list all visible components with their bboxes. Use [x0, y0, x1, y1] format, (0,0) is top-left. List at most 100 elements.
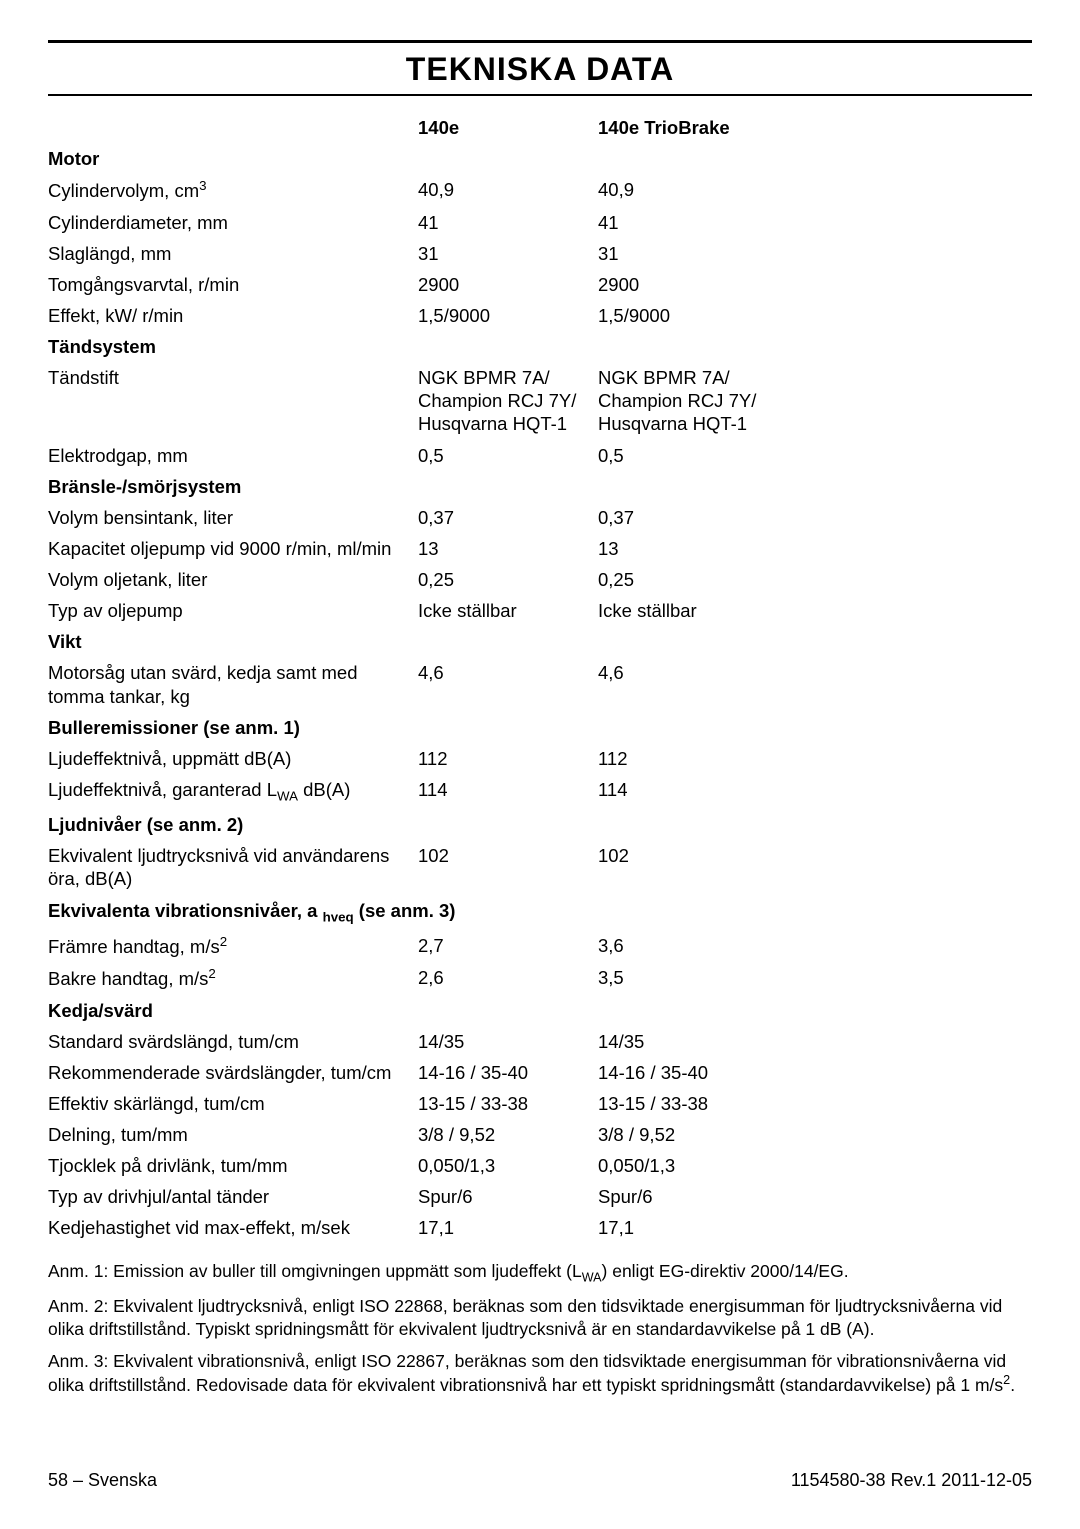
row-value-1: 114 [418, 774, 598, 809]
section-header: Vikt [48, 626, 1032, 657]
note-paragraph: Anm. 3: Ekvivalent vibrationsnivå, enlig… [48, 1350, 1032, 1397]
row-label: Volym bensintank, liter [48, 502, 418, 533]
table-row: Främre handtag, m/s22,73,6 [48, 930, 1032, 962]
row-value-1: 14/35 [418, 1026, 598, 1057]
table-row: Effektiv skärlängd, tum/cm13-15 / 33-381… [48, 1088, 1032, 1119]
row-value-2: 4,6 [598, 657, 1032, 711]
row-value-1: 2,6 [418, 962, 598, 994]
row-value-2: 112 [598, 743, 1032, 774]
row-value-1: 0,37 [418, 502, 598, 533]
table-row: Rekommenderade svärdslängder, tum/cm14-1… [48, 1057, 1032, 1088]
row-value-2: 3,5 [598, 962, 1032, 994]
row-value-2: 102 [598, 840, 1032, 894]
footer-right: 1154580-38 Rev.1 2011-12-05 [791, 1470, 1032, 1491]
table-row: Tomgångsvarvtal, r/min29002900 [48, 269, 1032, 300]
row-value-1: 112 [418, 743, 598, 774]
row-label: Rekommenderade svärdslängder, tum/cm [48, 1057, 418, 1088]
row-value-1: Icke ställbar [418, 595, 598, 626]
row-value-1: 0,5 [418, 440, 598, 471]
table-row: Volym bensintank, liter0,370,37 [48, 502, 1032, 533]
row-value-2: 0,5 [598, 440, 1032, 471]
row-value-2: NGK BPMR 7A/Champion RCJ 7Y/Husqvarna HQ… [598, 362, 1032, 439]
footer-left: 58 – Svenska [48, 1470, 157, 1491]
row-label: Volym oljetank, liter [48, 564, 418, 595]
row-value-2: 13-15 / 33-38 [598, 1088, 1032, 1119]
table-row: Ekvivalent ljudtrycksnivå vid användaren… [48, 840, 1032, 894]
row-label: Slaglängd, mm [48, 238, 418, 269]
page-footer: 58 – Svenska 1154580-38 Rev.1 2011-12-05 [48, 1470, 1032, 1491]
row-value-1: 4,6 [418, 657, 598, 711]
row-value-1: 14-16 / 35-40 [418, 1057, 598, 1088]
row-value-2: 0,37 [598, 502, 1032, 533]
col-header-1: 140e [418, 112, 598, 143]
row-value-2: 114 [598, 774, 1032, 809]
row-value-2: 13 [598, 533, 1032, 564]
row-value-2: Spur/6 [598, 1181, 1032, 1212]
table-row: Slaglängd, mm3131 [48, 238, 1032, 269]
row-value-1: 0,25 [418, 564, 598, 595]
table-row: Standard svärdslängd, tum/cm14/3514/35 [48, 1026, 1032, 1057]
row-value-2: Icke ställbar [598, 595, 1032, 626]
section-header: Bulleremissioner (se anm. 1) [48, 712, 1032, 743]
row-label: Motorsåg utan svärd, kedja samt med tomm… [48, 657, 418, 711]
table-row: Ljudeffektnivå, uppmätt dB(A)112112 [48, 743, 1032, 774]
row-value-1: 31 [418, 238, 598, 269]
row-label: Kapacitet oljepump vid 9000 r/min, ml/mi… [48, 533, 418, 564]
table-row: Cylindervolym, cm340,940,9 [48, 174, 1032, 206]
row-label: Ekvivalent ljudtrycksnivå vid användaren… [48, 840, 418, 894]
row-label: Typ av oljepump [48, 595, 418, 626]
row-value-2: 40,9 [598, 174, 1032, 206]
table-row: Kedjehastighet vid max-effekt, m/sek17,1… [48, 1212, 1032, 1243]
row-value-2: 31 [598, 238, 1032, 269]
row-value-1: 0,050/1,3 [418, 1150, 598, 1181]
row-label: Cylinderdiameter, mm [48, 207, 418, 238]
section-header: Kedja/svärd [48, 995, 1032, 1026]
row-value-1: NGK BPMR 7A/Champion RCJ 7Y/Husqvarna HQ… [418, 362, 598, 439]
row-value-1: 17,1 [418, 1212, 598, 1243]
table-row: Typ av drivhjul/antal tänderSpur/6Spur/6 [48, 1181, 1032, 1212]
section-header: Ekvivalenta vibrationsnivåer, a hveq (se… [48, 895, 1032, 930]
table-row: Typ av oljepumpIcke ställbarIcke ställba… [48, 595, 1032, 626]
page-title: TEKNISKA DATA [48, 51, 1032, 88]
row-label: Typ av drivhjul/antal tänder [48, 1181, 418, 1212]
row-value-1: 3/8 / 9,52 [418, 1119, 598, 1150]
row-label: Ljudeffektnivå, garanterad LWA dB(A) [48, 774, 418, 809]
row-value-2: 14/35 [598, 1026, 1032, 1057]
row-value-1: 2,7 [418, 930, 598, 962]
section-header: Tändsystem [48, 331, 1032, 362]
section-header: Ljudnivåer (se anm. 2) [48, 809, 1032, 840]
row-label: Cylindervolym, cm3 [48, 174, 418, 206]
row-value-2: 2900 [598, 269, 1032, 300]
table-row: TändstiftNGK BPMR 7A/Champion RCJ 7Y/Hus… [48, 362, 1032, 439]
section-header: Bränsle-/smörjsystem [48, 471, 1032, 502]
row-label: Ljudeffektnivå, uppmätt dB(A) [48, 743, 418, 774]
table-row: Kapacitet oljepump vid 9000 r/min, ml/mi… [48, 533, 1032, 564]
table-row: Delning, tum/mm3/8 / 9,523/8 / 9,52 [48, 1119, 1032, 1150]
table-row: Bakre handtag, m/s22,63,5 [48, 962, 1032, 994]
table-row: Elektrodgap, mm0,50,5 [48, 440, 1032, 471]
row-value-2: 17,1 [598, 1212, 1032, 1243]
row-label: Kedjehastighet vid max-effekt, m/sek [48, 1212, 418, 1243]
row-label: Standard svärdslängd, tum/cm [48, 1026, 418, 1057]
row-value-2: 1,5/9000 [598, 300, 1032, 331]
spec-table: 140e 140e TrioBrake MotorCylindervolym, … [48, 112, 1032, 1244]
col-header-2: 140e TrioBrake [598, 112, 1032, 143]
row-value-2: 41 [598, 207, 1032, 238]
row-value-2: 3/8 / 9,52 [598, 1119, 1032, 1150]
note-paragraph: Anm. 2: Ekvivalent ljudtrycksnivå, enlig… [48, 1295, 1032, 1340]
row-label: Delning, tum/mm [48, 1119, 418, 1150]
row-value-2: 0,25 [598, 564, 1032, 595]
row-value-1: 1,5/9000 [418, 300, 598, 331]
note-paragraph: Anm. 1: Emission av buller till omgivnin… [48, 1260, 1032, 1286]
table-row: Ljudeffektnivå, garanterad LWA dB(A)1141… [48, 774, 1032, 809]
table-header-row: 140e 140e TrioBrake [48, 112, 1032, 143]
row-value-1: Spur/6 [418, 1181, 598, 1212]
row-value-1: 2900 [418, 269, 598, 300]
row-label: Tändstift [48, 362, 418, 439]
row-value-2: 0,050/1,3 [598, 1150, 1032, 1181]
row-label: Tjocklek på drivlänk, tum/mm [48, 1150, 418, 1181]
row-value-1: 41 [418, 207, 598, 238]
row-value-2: 3,6 [598, 930, 1032, 962]
table-row: Volym oljetank, liter0,250,25 [48, 564, 1032, 595]
row-label: Effekt, kW/ r/min [48, 300, 418, 331]
